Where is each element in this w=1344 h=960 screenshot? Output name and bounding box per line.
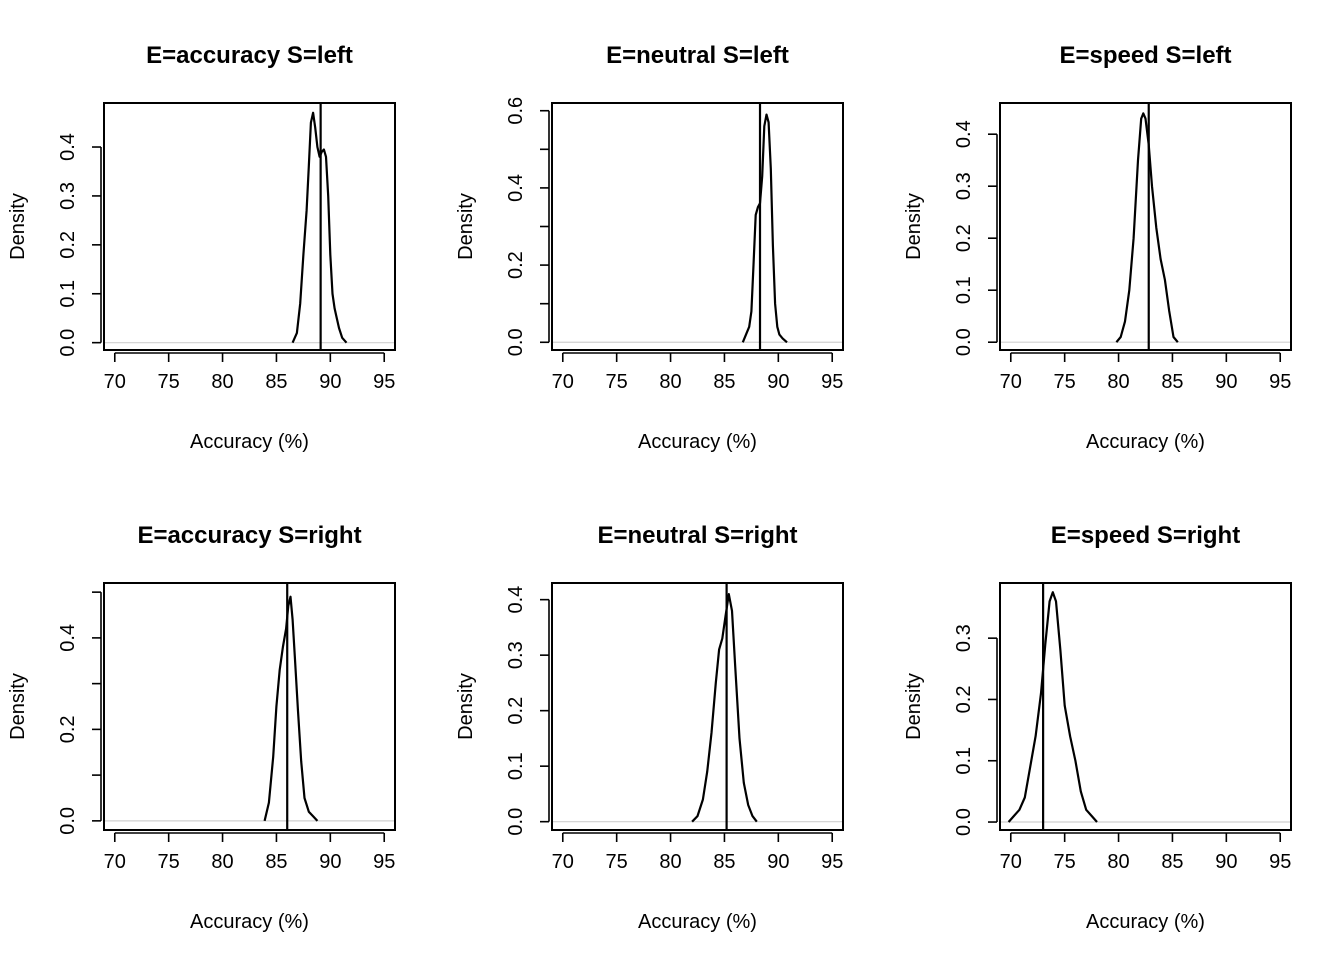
y-tick-label: 0.0 xyxy=(953,808,975,836)
x-tick-label: 95 xyxy=(373,851,395,873)
x-tick-label: 95 xyxy=(821,851,843,873)
x-tick-label: 75 xyxy=(606,851,628,873)
panel-title: E=speed S=left xyxy=(1059,42,1231,69)
plot-frame xyxy=(103,102,396,351)
y-axis-label: Density xyxy=(7,673,29,740)
x-tick-label: 80 xyxy=(659,851,681,873)
x-tick-label: 85 xyxy=(713,371,735,393)
y-tick-label: 0.2 xyxy=(57,231,79,259)
plot-frame xyxy=(551,582,844,831)
x-tick-label: 90 xyxy=(1215,851,1237,873)
y-tick-label: 0.0 xyxy=(57,329,79,357)
y-axis-label: Density xyxy=(7,193,29,260)
x-tick-label: 80 xyxy=(659,371,681,393)
x-tick-label: 80 xyxy=(211,851,233,873)
x-axis-label: Accuracy (%) xyxy=(190,431,309,453)
y-tick-label: 0.2 xyxy=(505,697,527,725)
plot-frame xyxy=(999,102,1292,351)
panel-5: E=neutral S=right 70 75 80 85 90 95 0.0 0.1 0.2 0.… xyxy=(455,522,844,933)
x-axis-label: Accuracy (%) xyxy=(638,431,757,453)
x-tick-label: 70 xyxy=(552,851,574,873)
x-tick-label: 90 xyxy=(767,851,789,873)
y-tick-label: 0.0 xyxy=(953,328,975,356)
y-tick-label: 0.1 xyxy=(953,747,975,775)
density-curve xyxy=(1007,591,1098,823)
density-curve xyxy=(263,595,319,822)
x-tick-label: 70 xyxy=(104,851,126,873)
panel-title: E=neutral S=left xyxy=(606,42,789,69)
panel-title: E=accuracy S=left xyxy=(146,42,353,69)
y-tick-label: 0.0 xyxy=(505,328,527,356)
x-tick-label: 70 xyxy=(1000,851,1022,873)
y-tick-label: 0.4 xyxy=(953,120,975,148)
y-tick-label: 0.3 xyxy=(953,172,975,200)
panel-3: E=speed S=left 70 75 80 85 90 95 0.0 0.1 0.2 0.3 0.… xyxy=(903,42,1292,453)
x-tick-label: 70 xyxy=(104,371,126,393)
panel-4: E=accuracy S=right 70 75 80 85 90 95 0.0 0.2 0.4 A… xyxy=(7,522,396,933)
panel-6: E=speed S=right 70 75 80 85 90 95 0.0 0.1 0.2 0.3 A… xyxy=(903,522,1292,933)
y-tick-label: 0.2 xyxy=(953,224,975,252)
y-tick-label: 0.4 xyxy=(57,133,79,161)
plot-frame xyxy=(103,582,396,831)
x-tick-label: 75 xyxy=(158,851,180,873)
y-tick-label: 0.4 xyxy=(505,174,527,202)
x-tick-label: 75 xyxy=(158,371,180,393)
x-tick-label: 70 xyxy=(552,371,574,393)
x-axis-label: Accuracy (%) xyxy=(1086,431,1205,453)
y-axis-label: Density xyxy=(903,193,925,260)
panel-2: E=neutral S=left 70 75 80 85 90 95 0.0 0.2 0.4 0.6… xyxy=(455,42,844,453)
x-tick-label: 95 xyxy=(821,371,843,393)
y-tick-label: 0.2 xyxy=(953,686,975,714)
x-tick-label: 90 xyxy=(319,851,341,873)
y-tick-label: 0.2 xyxy=(505,251,527,279)
x-tick-label: 75 xyxy=(1054,851,1076,873)
x-tick-label: 90 xyxy=(767,371,789,393)
panel-title: E=speed S=right xyxy=(1051,522,1240,549)
y-tick-label: 0.1 xyxy=(57,280,79,308)
panel-title: E=accuracy S=right xyxy=(137,522,361,549)
density-curve xyxy=(741,113,788,344)
density-curve xyxy=(1115,112,1179,343)
y-axis-label: Density xyxy=(455,673,477,740)
x-tick-label: 75 xyxy=(1054,371,1076,393)
x-tick-label: 80 xyxy=(1107,371,1129,393)
y-tick-label: 0.3 xyxy=(953,624,975,652)
panel-title: E=neutral S=right xyxy=(597,522,797,549)
x-tick-label: 85 xyxy=(713,851,735,873)
y-tick-label: 0.2 xyxy=(57,715,79,743)
x-tick-label: 80 xyxy=(211,371,233,393)
x-axis-label: Accuracy (%) xyxy=(1086,911,1205,933)
plot-frame xyxy=(551,102,844,351)
x-tick-label: 85 xyxy=(265,371,287,393)
x-tick-label: 95 xyxy=(373,371,395,393)
y-tick-label: 0.1 xyxy=(505,752,527,780)
density-curve xyxy=(691,592,758,823)
x-tick-label: 85 xyxy=(1161,851,1183,873)
plot-frame xyxy=(999,582,1292,831)
y-tick-label: 0.3 xyxy=(57,182,79,210)
y-axis-label: Density xyxy=(903,673,925,740)
x-tick-label: 70 xyxy=(1000,371,1022,393)
y-tick-label: 0.3 xyxy=(505,641,527,669)
y-axis-label: Density xyxy=(455,193,477,260)
y-tick-label: 0.0 xyxy=(505,808,527,836)
x-tick-label: 75 xyxy=(606,371,628,393)
y-tick-label: 0.0 xyxy=(57,807,79,835)
y-tick-label: 0.6 xyxy=(505,97,527,125)
x-tick-label: 85 xyxy=(265,851,287,873)
y-tick-label: 0.4 xyxy=(505,586,527,614)
y-tick-label: 0.4 xyxy=(57,624,79,652)
x-tick-label: 95 xyxy=(1269,371,1291,393)
x-axis-label: Accuracy (%) xyxy=(190,911,309,933)
panel-1: E=accuracy S=left 70 75 80 85 90 95 0.0 0.1 0.2 0.… xyxy=(7,42,396,453)
x-axis-label: Accuracy (%) xyxy=(638,911,757,933)
x-tick-label: 90 xyxy=(1215,371,1237,393)
x-tick-label: 85 xyxy=(1161,371,1183,393)
x-tick-label: 95 xyxy=(1269,851,1291,873)
x-tick-label: 90 xyxy=(319,371,341,393)
y-tick-label: 0.1 xyxy=(953,276,975,304)
x-tick-label: 80 xyxy=(1107,851,1129,873)
